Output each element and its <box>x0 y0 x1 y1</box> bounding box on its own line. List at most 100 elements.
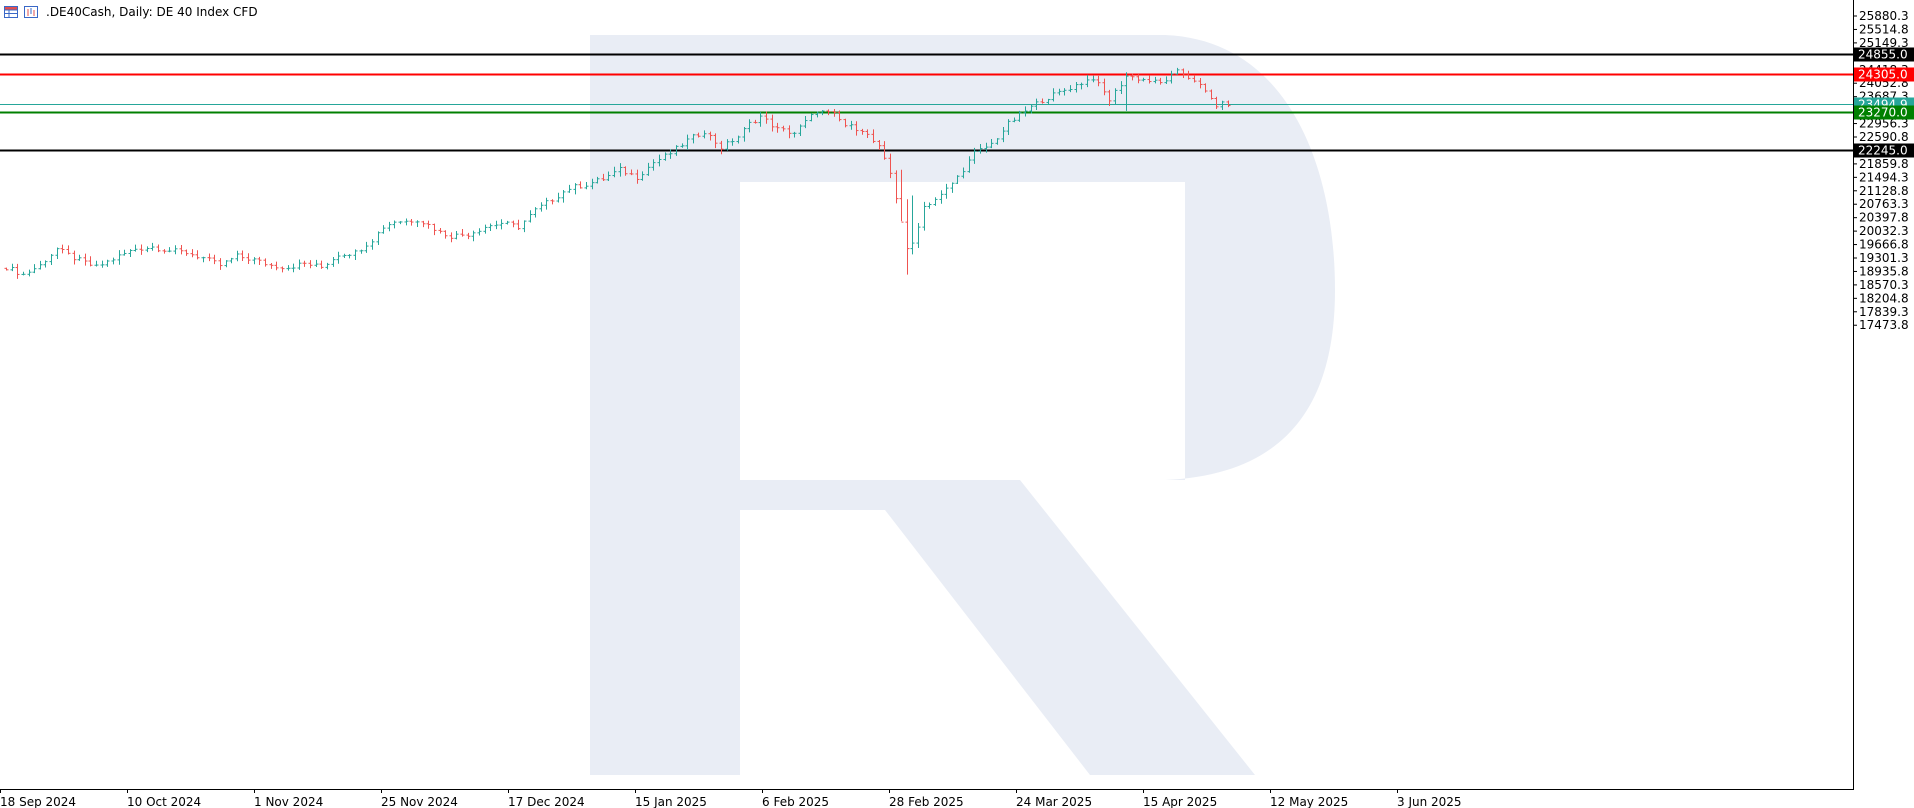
ohlc-bar <box>1158 77 1163 85</box>
ohlc-bar <box>1085 74 1090 88</box>
x-tick-label: 1 Nov 2024 <box>254 795 323 808</box>
ohlc-bar <box>691 133 696 144</box>
ohlc-bar <box>404 218 409 226</box>
ohlc-bar <box>567 184 572 193</box>
ohlc-bar <box>1192 74 1197 83</box>
ohlc-bar <box>798 124 803 136</box>
ohlc-bar <box>837 110 842 122</box>
ohlc-bar <box>438 228 443 234</box>
ohlc-bar <box>657 154 662 167</box>
ohlc-bar <box>606 171 611 182</box>
y-tick-label: 25149.3 <box>1859 36 1909 50</box>
ohlc-bar <box>933 197 938 206</box>
ohlc-bar <box>1023 106 1028 117</box>
x-tick-label: 15 Apr 2025 <box>1143 795 1217 808</box>
ohlc-bar <box>544 197 549 210</box>
level-label-text: 24305.0 <box>1858 68 1908 82</box>
ohlc-bar <box>972 147 977 164</box>
ohlc-bar <box>1147 75 1152 84</box>
ohlc-bar <box>32 264 37 274</box>
ohlc-bar <box>753 119 758 124</box>
ohlc-bar <box>719 140 724 155</box>
ohlc-bar <box>1226 100 1231 108</box>
ohlc-bar <box>995 138 1000 145</box>
ohlc-bar <box>905 199 910 275</box>
x-tick-label: 24 Mar 2025 <box>1016 795 1092 808</box>
ohlc-bar <box>460 229 465 237</box>
ohlc-bar <box>528 210 533 223</box>
ohlc-bar <box>584 182 589 190</box>
ohlc-bar <box>55 247 60 260</box>
ohlc-bar <box>702 130 707 139</box>
ohlc-bar <box>1102 78 1107 96</box>
ohlc-bar <box>387 221 392 232</box>
ohlc-bar <box>922 201 927 231</box>
y-tick-label: 19666.8 <box>1859 238 1909 252</box>
ohlc-bar <box>10 263 15 272</box>
ohlc-bar <box>967 156 972 173</box>
x-tick-label: 28 Feb 2025 <box>889 795 964 808</box>
ohlc-bar <box>803 115 808 129</box>
x-tick-label: 25 Nov 2024 <box>381 795 458 808</box>
ohlc-bar <box>72 250 77 265</box>
ohlc-bar <box>342 253 347 259</box>
price-axis: 25880.325514.825149.324783.824418.324052… <box>1853 0 1909 790</box>
ohlc-bar <box>888 153 893 179</box>
ohlc-bar <box>218 258 223 270</box>
ohlc-bar <box>133 244 138 252</box>
ohlc-bar <box>860 128 865 135</box>
ohlc-bar <box>618 163 623 177</box>
ohlc-bar <box>471 230 476 242</box>
ohlc-bar <box>224 260 229 268</box>
ohlc-bar <box>235 250 240 262</box>
ohlc-bar <box>533 207 538 218</box>
ohlc-bar <box>792 131 797 138</box>
ohlc-bar <box>4 267 9 271</box>
ohlc-bar <box>646 162 651 176</box>
ohlc-bar <box>1153 76 1158 84</box>
ohlc-bar <box>1091 75 1096 83</box>
x-tick-label: 17 Dec 2024 <box>508 795 585 808</box>
ohlc-bar <box>539 202 544 212</box>
ohlc-bar <box>1136 74 1141 84</box>
ohlc-bar <box>1119 81 1124 95</box>
ohlc-bar <box>556 192 561 203</box>
y-tick-label: 18204.8 <box>1859 291 1909 305</box>
ohlc-bar <box>269 263 274 269</box>
ohlc-bar <box>483 224 488 234</box>
ohlc-bar <box>128 249 133 258</box>
table-icon[interactable] <box>4 6 18 18</box>
ohlc-bar <box>944 183 949 199</box>
ohlc-bar <box>815 111 820 118</box>
ohlc-bar <box>415 220 420 227</box>
ohlc-bar <box>730 138 735 146</box>
ohlc-bar <box>1164 76 1169 84</box>
ohlc-bar <box>454 231 459 240</box>
ohlc-bar <box>854 121 859 136</box>
ohlc-bar <box>640 171 645 181</box>
level-label-support: 23270.0 <box>1854 105 1914 120</box>
ohlc-bar <box>252 257 257 265</box>
ohlc-bar <box>590 178 595 190</box>
ohlc-bar <box>882 141 887 160</box>
ohlc-bar <box>713 133 718 149</box>
ohlc-bar <box>871 129 876 144</box>
level-label-text: 22245.0 <box>1858 144 1908 158</box>
ohlc-bar <box>1175 67 1180 75</box>
ohlc-bar <box>466 232 471 240</box>
ohlc-bar <box>94 260 99 267</box>
ohlc-bar <box>162 249 167 254</box>
ohlc-bar <box>257 256 262 265</box>
ohlc-bar <box>1214 96 1219 110</box>
ohlc-bar <box>88 256 93 267</box>
ohlc-bar <box>376 231 381 245</box>
ohlc-bar <box>522 220 527 233</box>
ohlc-bar <box>449 232 454 243</box>
ohlc-bar <box>629 169 634 176</box>
chart-window-icon[interactable] <box>24 6 38 18</box>
y-tick-label: 20397.8 <box>1859 211 1909 225</box>
y-tick-label: 22956.3 <box>1859 117 1909 131</box>
ohlc-bar <box>145 246 150 253</box>
ohlc-bar <box>787 125 792 139</box>
